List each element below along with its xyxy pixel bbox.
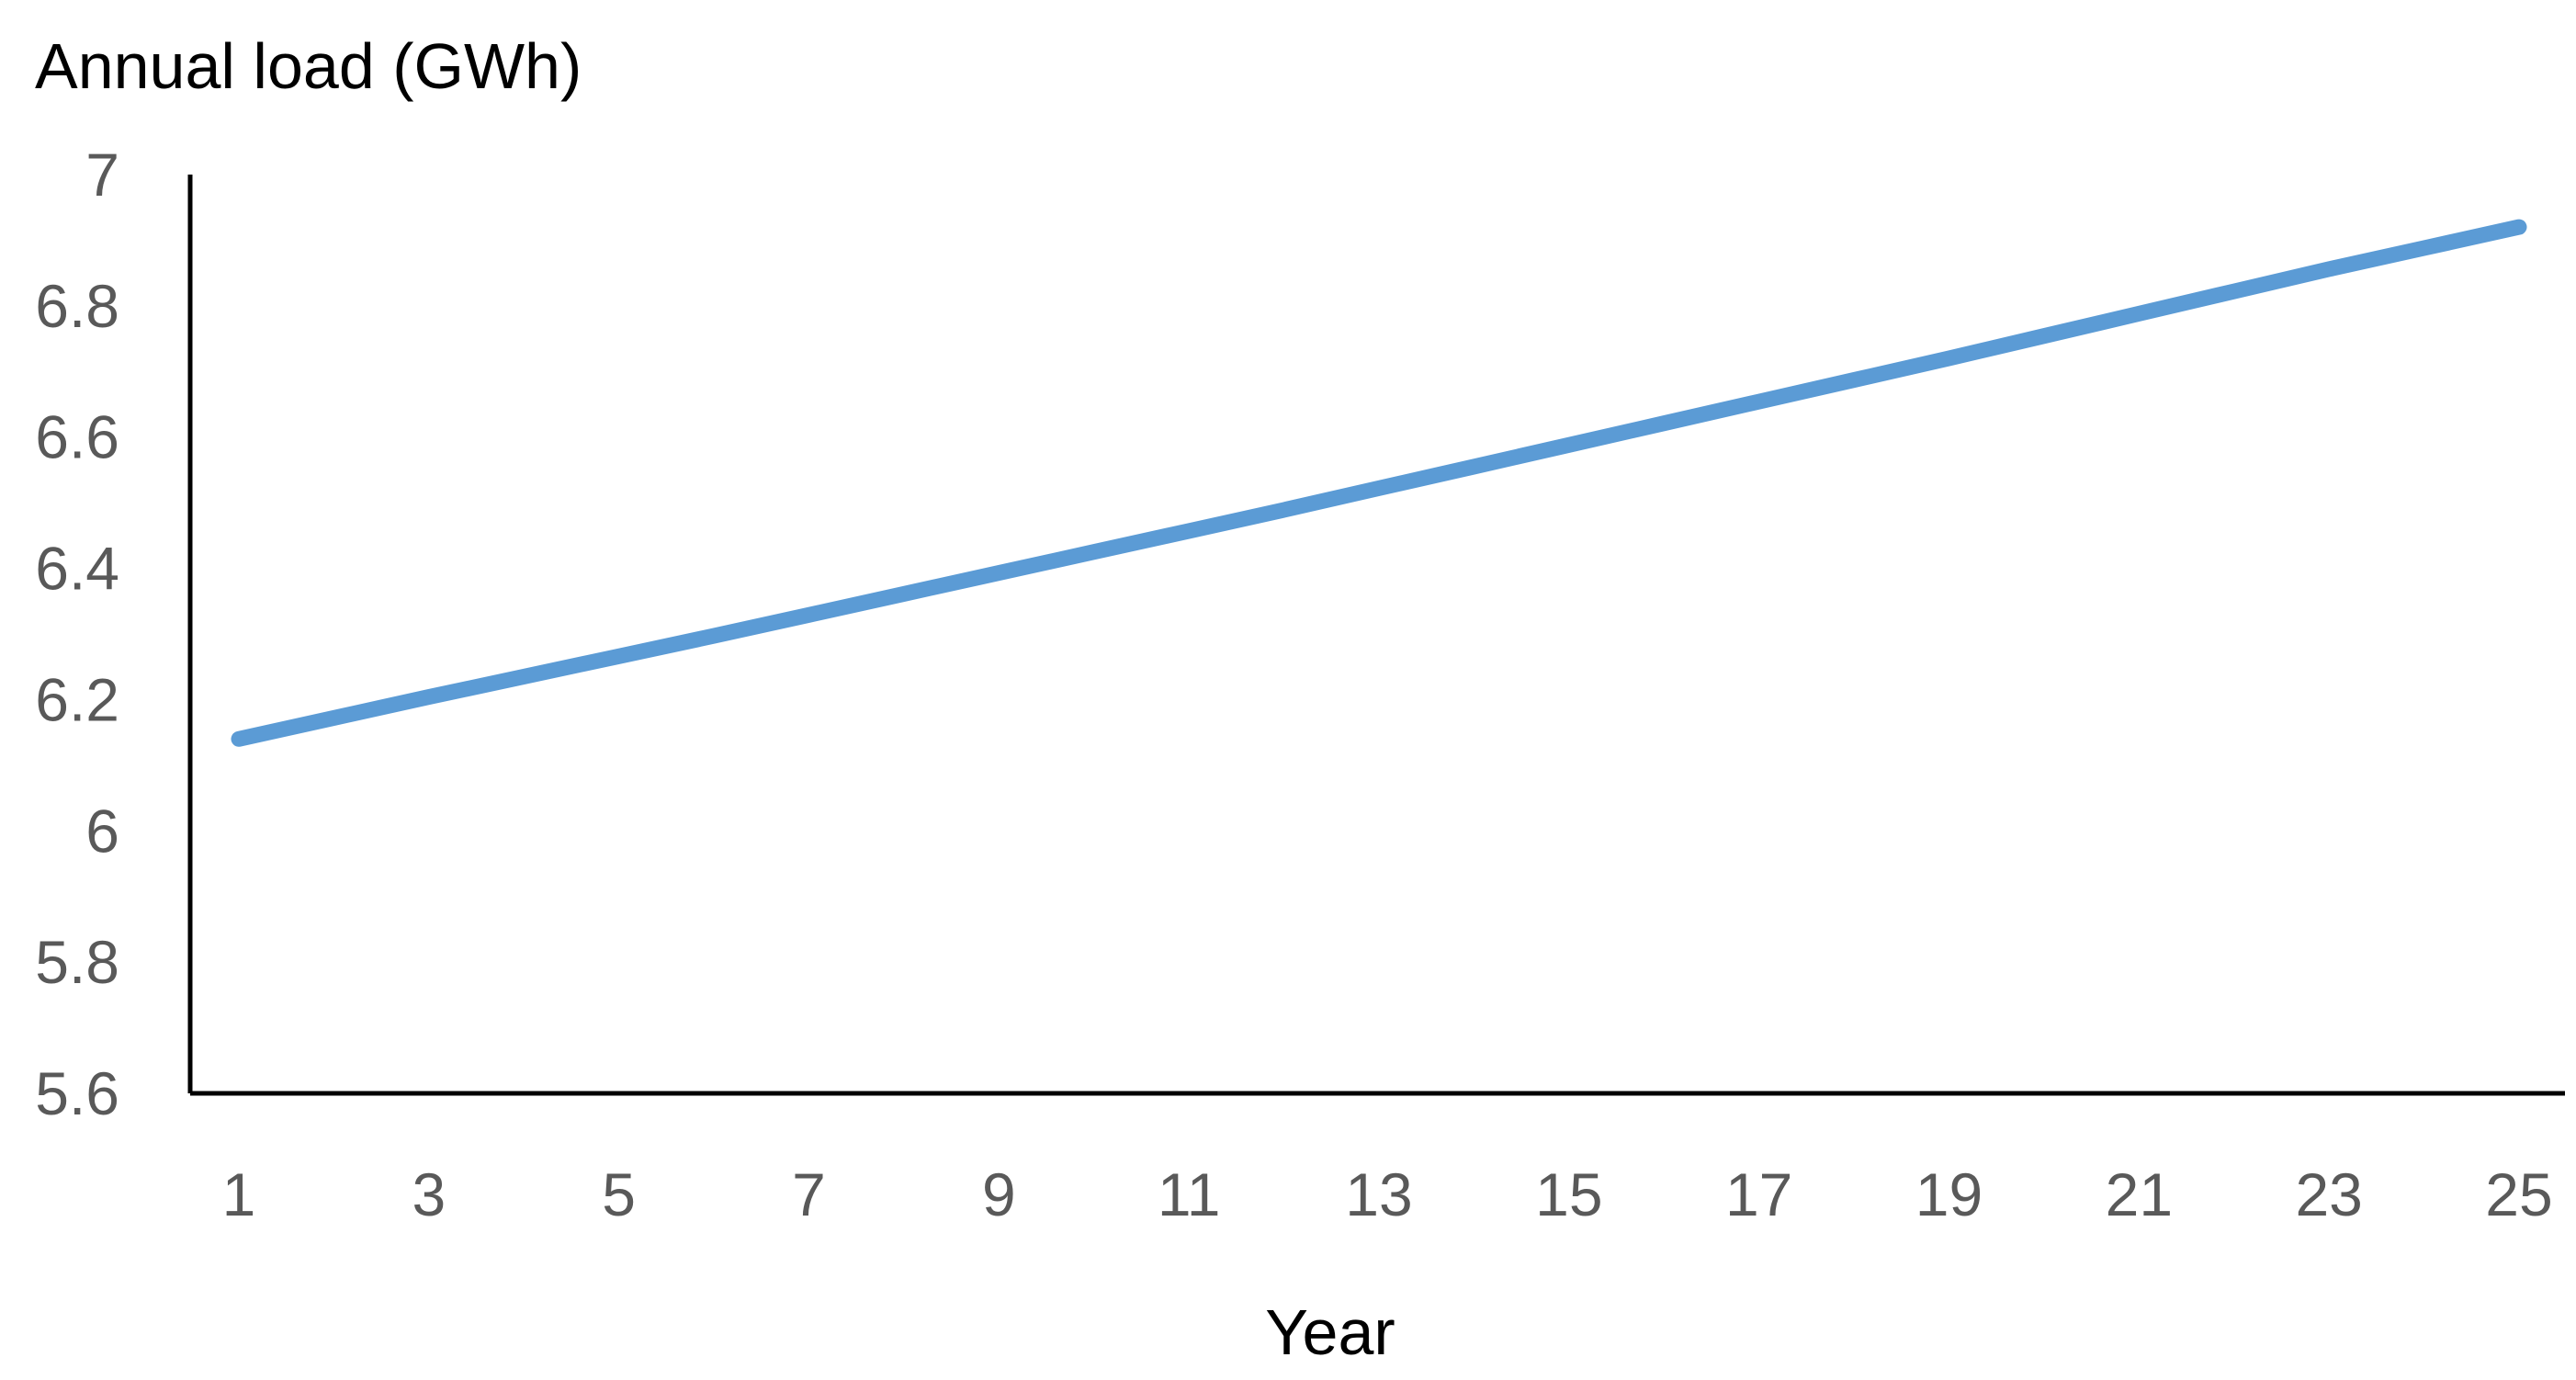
y-tick-label: 6.2	[35, 665, 119, 733]
x-tick-label: 15	[1535, 1160, 1602, 1228]
x-tick-label: 5	[602, 1160, 636, 1228]
y-tick-label: 7	[85, 141, 119, 209]
x-tick-label: 25	[2485, 1160, 2552, 1228]
axes-layer	[187, 175, 2565, 1096]
x-tick-label: 7	[792, 1160, 826, 1228]
x-tick-label: 19	[1915, 1160, 1983, 1228]
y-tick-label: 6.4	[35, 535, 119, 603]
y-tick-label: 5.8	[35, 928, 119, 996]
series-layer	[231, 219, 2527, 747]
x-tick-label: 1	[222, 1160, 256, 1228]
x-tick-label: 23	[2295, 1160, 2362, 1228]
x-tick-label: 11	[1158, 1160, 1221, 1228]
y-tick-label: 6.6	[35, 403, 119, 471]
x-tick-label: 13	[1345, 1160, 1412, 1228]
x-tick-label: 9	[982, 1160, 1016, 1228]
x-tick-label: 3	[412, 1160, 446, 1228]
x-tick-labels: 1 3 5 7 9 11 13 15 17 19 21 23 25	[222, 1160, 2553, 1228]
x-axis-label: Year	[1265, 1296, 1395, 1368]
x-tick-label: 21	[2106, 1160, 2173, 1228]
y-tick-labels: 5.6 5.8 6 6.2 6.4 6.6 6.8 7	[35, 141, 119, 1127]
y-tick-label: 5.6	[35, 1059, 119, 1127]
y-tick-label: 6.8	[35, 272, 119, 340]
y-tick-label: 6	[85, 797, 119, 865]
x-tick-label: 17	[1725, 1160, 1792, 1228]
series-line	[231, 219, 2527, 747]
y-axis-label: Annual load (GWh)	[35, 30, 582, 102]
